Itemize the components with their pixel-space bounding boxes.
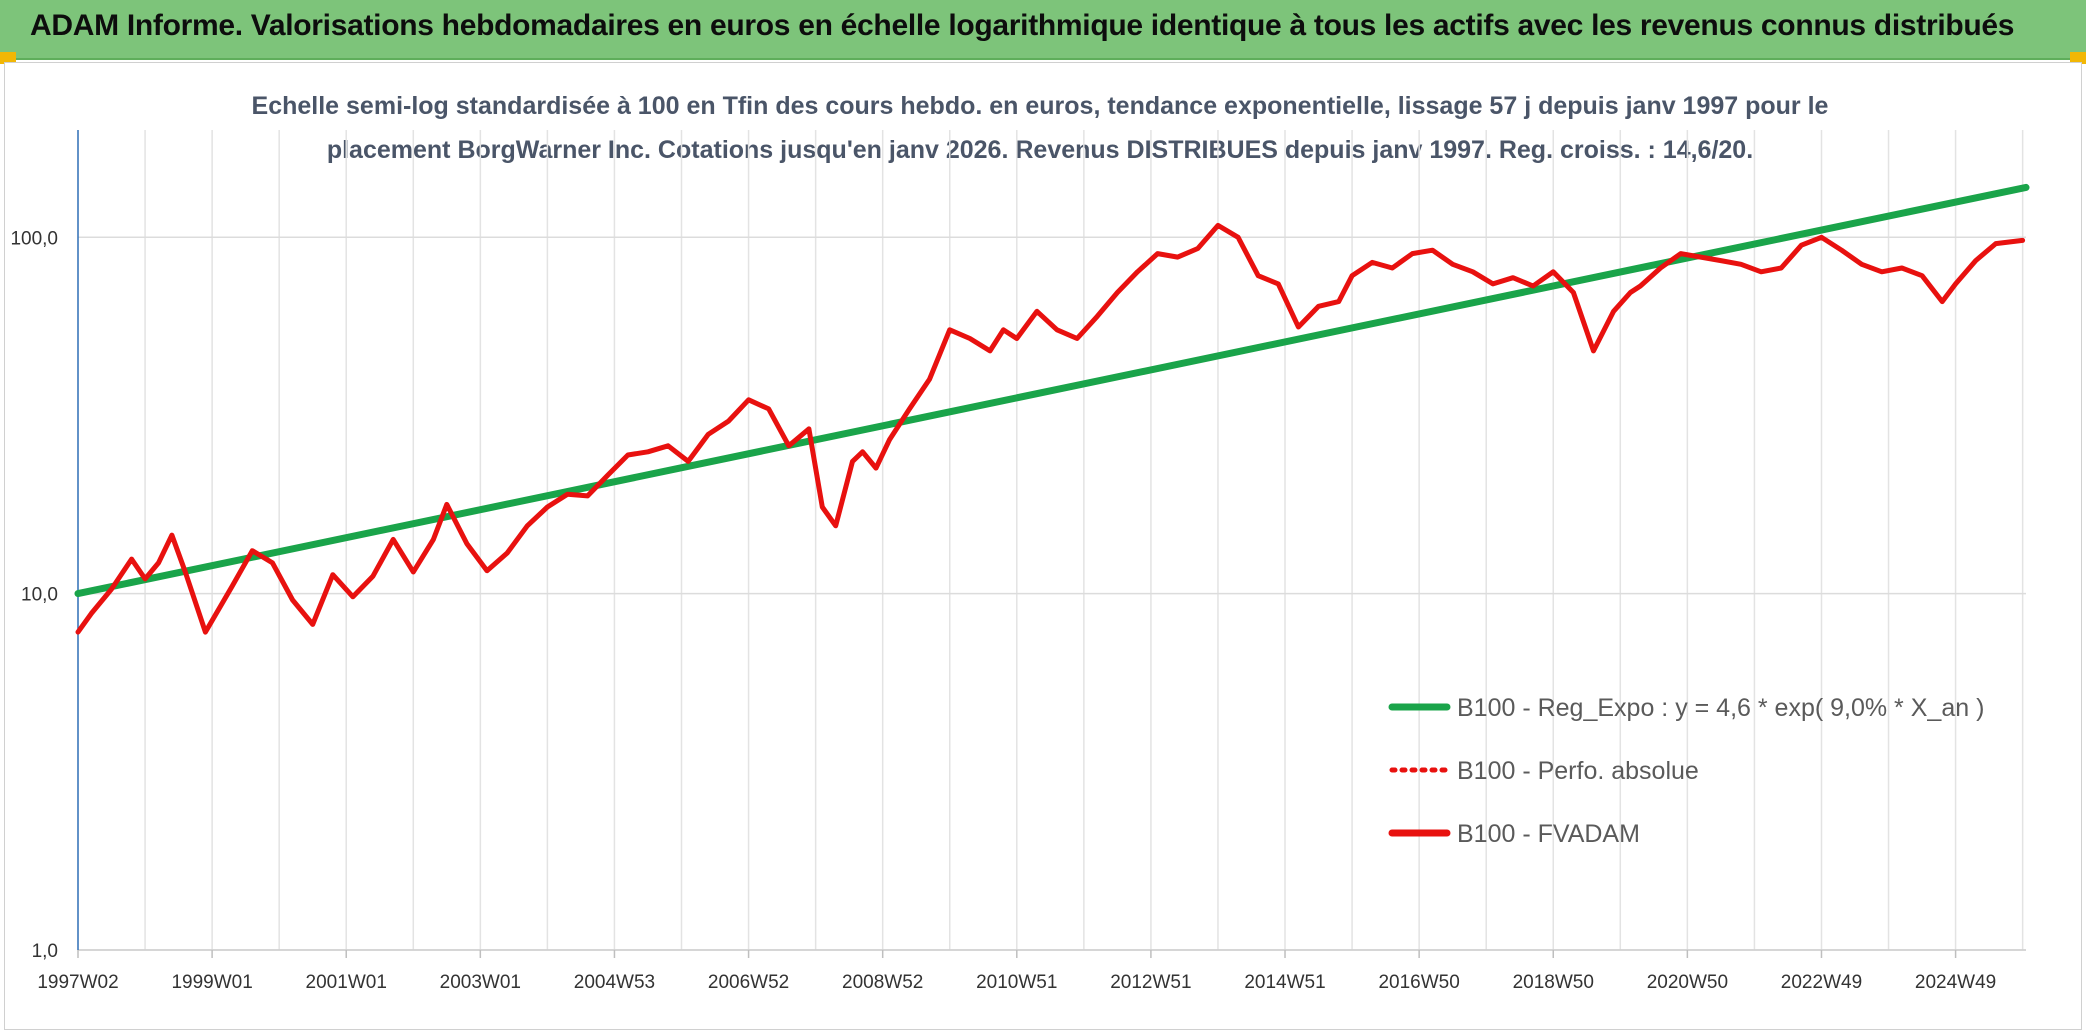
x-tick-label: 2012W51: [1110, 972, 1191, 993]
report-title: ADAM Informe. Valorisations hebdomadaire…: [30, 9, 2015, 42]
series-line-2: [75, 222, 2026, 635]
y-tick-label: 10,0: [21, 585, 58, 606]
x-tick-label: 2010W51: [976, 972, 1057, 993]
x-tick-label: 2001W01: [306, 972, 387, 993]
report-header: ADAM Informe. Valorisations hebdomadaire…: [0, 0, 2086, 60]
grid-lines: [78, 130, 2026, 951]
x-tick-label: 1997W02: [37, 972, 118, 993]
x-tick-label: 2006W52: [708, 972, 789, 993]
legend-label-1: B100 - Perfo. absolue: [1457, 757, 1699, 785]
series-line-0: [74, 183, 2030, 598]
series-lines: [74, 183, 2030, 635]
x-tick-label: 2008W52: [842, 972, 923, 993]
x-tick-label: 2020W50: [1647, 972, 1728, 993]
legend-label-2: B100 - FVADAM: [1457, 820, 1640, 848]
axes: 1,0 10,0 100,0 1997W02 1999W01 2001W01 2003W01…: [10, 130, 2026, 993]
x-tick-label: 2016W50: [1378, 972, 1459, 993]
y-tick-label: 1,0: [32, 941, 58, 962]
x-tick-label: 2018W50: [1513, 972, 1594, 993]
x-tick-label: 2022W49: [1781, 972, 1862, 993]
x-tick-label: 2004W53: [574, 972, 655, 993]
x-tick-label: 2003W01: [440, 972, 521, 993]
x-tick-label: 2014W51: [1244, 972, 1325, 993]
x-tick-label: 2024W49: [1915, 972, 1996, 993]
y-tick-label: 100,0: [10, 228, 58, 249]
x-tick-label: 1999W01: [171, 972, 252, 993]
legend-label-0: B100 - Reg_Expo : y = 4,6 * exp( 9,0% * …: [1457, 694, 1984, 722]
corner-marker-left: [0, 52, 16, 64]
legend: B100 - Reg_Expo : y = 4,6 * exp( 9,0% * …: [1388, 694, 1984, 848]
chart-subtitle-line-1: Echelle semi-log standardisée à 100 en T…: [252, 92, 1829, 120]
chart-frame: [4, 62, 2082, 1030]
chart-subtitle-line-2: placement BorgWarner Inc. Cotations jusq…: [327, 136, 1753, 164]
corner-marker-right: [2070, 52, 2086, 64]
